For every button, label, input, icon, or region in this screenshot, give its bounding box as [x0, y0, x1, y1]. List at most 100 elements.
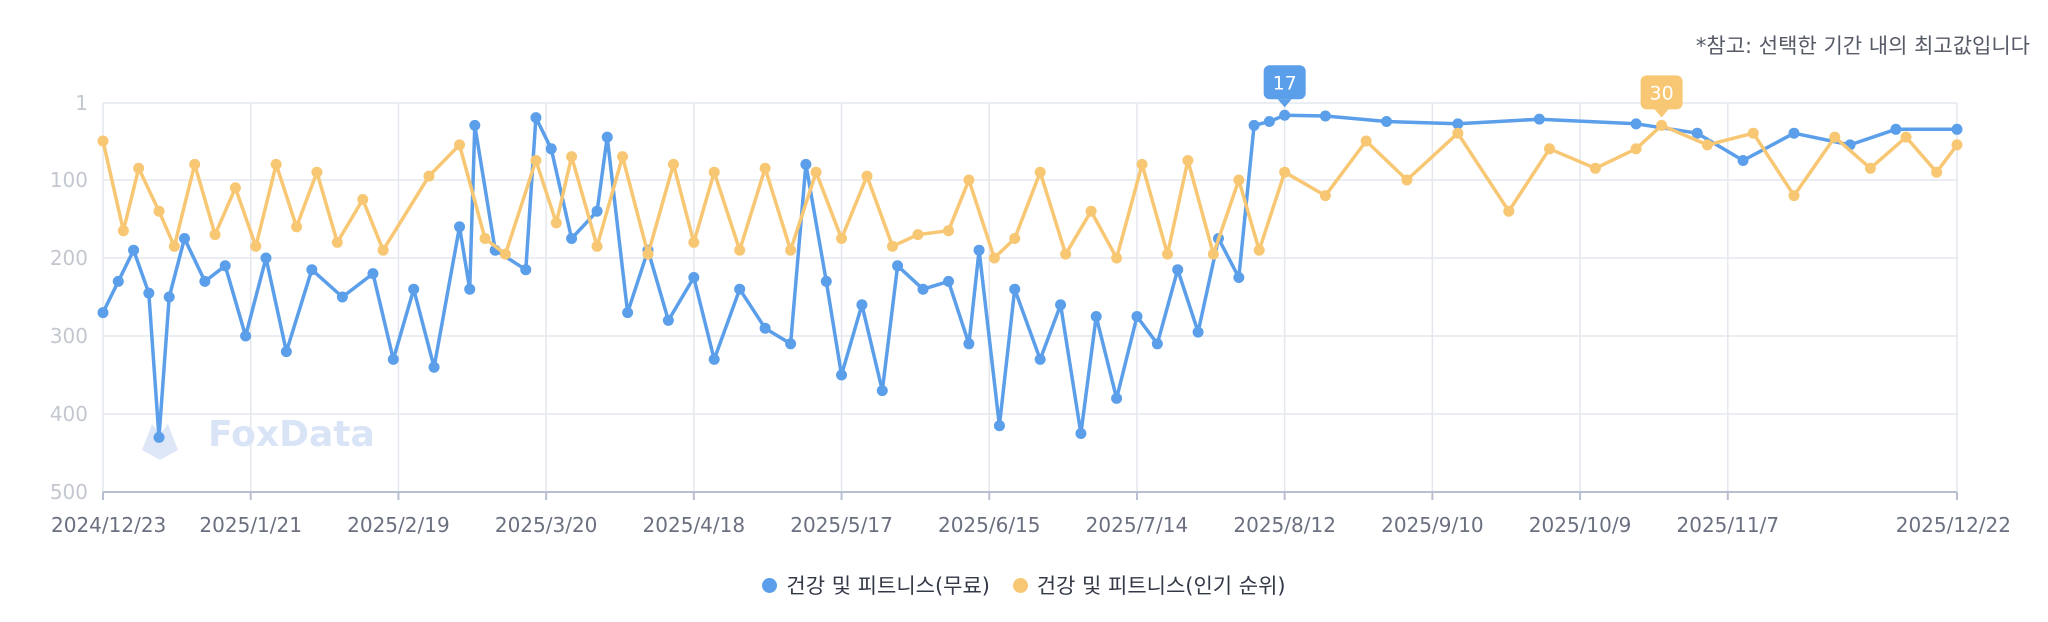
point-free[interactable]: [836, 369, 848, 381]
point-popular[interactable]: [153, 205, 165, 217]
point-free[interactable]: [306, 264, 318, 276]
legend-item-free[interactable]: 건강 및 피트니스(무료): [762, 570, 990, 600]
point-popular[interactable]: [836, 233, 848, 244]
point-popular[interactable]: [988, 252, 1000, 264]
point-free[interactable]: [153, 431, 165, 443]
point-free[interactable]: [1890, 123, 1902, 135]
point-free[interactable]: [759, 322, 771, 334]
point-popular[interactable]: [667, 158, 679, 170]
point-popular[interactable]: [1034, 166, 1046, 178]
point-popular[interactable]: [1630, 143, 1642, 155]
point-popular[interactable]: [1701, 139, 1713, 151]
point-free[interactable]: [1737, 155, 1749, 166]
point-free[interactable]: [993, 420, 1005, 432]
point-popular[interactable]: [1319, 190, 1331, 202]
point-popular[interactable]: [1656, 119, 1668, 131]
point-popular[interactable]: [189, 158, 201, 170]
point-free[interactable]: [943, 275, 955, 287]
point-popular[interactable]: [1589, 162, 1601, 174]
point-free[interactable]: [1319, 110, 1331, 122]
point-popular[interactable]: [229, 182, 241, 194]
point-free[interactable]: [1381, 116, 1393, 127]
point-free[interactable]: [1055, 299, 1067, 311]
point-free[interactable]: [469, 119, 481, 131]
point-popular[interactable]: [1253, 244, 1265, 256]
point-free[interactable]: [260, 252, 272, 264]
point-popular[interactable]: [912, 229, 924, 241]
point-popular[interactable]: [1401, 174, 1413, 186]
point-free[interactable]: [1151, 338, 1163, 350]
point-popular[interactable]: [785, 244, 797, 256]
point-free[interactable]: [876, 385, 888, 397]
point-popular[interactable]: [1279, 166, 1291, 178]
point-free[interactable]: [622, 307, 634, 319]
series-line-free[interactable]: [101, 113, 1959, 440]
point-free[interactable]: [1075, 428, 1087, 439]
point-popular[interactable]: [479, 233, 491, 244]
point-popular[interactable]: [1162, 248, 1174, 260]
point-popular[interactable]: [1452, 127, 1464, 139]
point-popular[interactable]: [642, 248, 654, 260]
point-popular[interactable]: [117, 225, 129, 237]
point-free[interactable]: [530, 112, 542, 124]
point-popular[interactable]: [168, 240, 180, 252]
point-free[interactable]: [1533, 113, 1545, 125]
point-free[interactable]: [1090, 311, 1102, 322]
point-free[interactable]: [428, 361, 440, 373]
point-popular[interactable]: [1060, 248, 1072, 260]
point-free[interactable]: [163, 291, 175, 303]
point-free[interactable]: [1263, 116, 1275, 127]
point-free[interactable]: [1009, 283, 1021, 295]
point-popular[interactable]: [1788, 190, 1800, 202]
point-free[interactable]: [601, 131, 613, 143]
point-popular[interactable]: [566, 151, 578, 163]
point-popular[interactable]: [377, 244, 389, 256]
point-free[interactable]: [1452, 118, 1464, 130]
point-popular[interactable]: [209, 229, 221, 241]
point-popular[interactable]: [311, 166, 323, 178]
point-popular[interactable]: [454, 139, 466, 151]
series-line-popular[interactable]: [101, 123, 1959, 260]
point-popular[interactable]: [133, 162, 145, 174]
point-free[interactable]: [128, 244, 140, 256]
point-free[interactable]: [1691, 127, 1703, 139]
point-free[interactable]: [708, 353, 720, 365]
point-free[interactable]: [662, 314, 674, 326]
point-popular[interactable]: [1747, 127, 1759, 139]
point-free[interactable]: [280, 346, 292, 358]
point-popular[interactable]: [759, 162, 771, 174]
point-popular[interactable]: [1503, 205, 1515, 217]
point-popular[interactable]: [270, 158, 282, 170]
point-free[interactable]: [856, 299, 868, 311]
point-free[interactable]: [1630, 118, 1642, 130]
point-popular[interactable]: [291, 221, 303, 233]
point-popular[interactable]: [1182, 155, 1194, 166]
point-popular[interactable]: [1360, 135, 1372, 147]
point-popular[interactable]: [499, 248, 511, 260]
point-popular[interactable]: [1864, 162, 1876, 174]
point-popular[interactable]: [1136, 158, 1148, 170]
point-free[interactable]: [800, 158, 812, 170]
point-free[interactable]: [1172, 264, 1184, 276]
point-free[interactable]: [408, 283, 420, 295]
point-popular[interactable]: [97, 135, 109, 147]
point-free[interactable]: [454, 221, 466, 233]
point-free[interactable]: [336, 291, 348, 303]
point-free[interactable]: [892, 260, 904, 272]
point-popular[interactable]: [1544, 143, 1556, 155]
point-free[interactable]: [112, 275, 124, 287]
point-popular[interactable]: [734, 244, 746, 256]
point-free[interactable]: [1279, 109, 1291, 121]
point-popular[interactable]: [1207, 248, 1219, 260]
point-popular[interactable]: [1111, 252, 1123, 264]
point-free[interactable]: [973, 244, 985, 256]
legend-item-popular[interactable]: 건강 및 피트니스(인기 순위): [1012, 570, 1286, 600]
point-free[interactable]: [1111, 392, 1123, 404]
point-free[interactable]: [1788, 127, 1800, 139]
point-free[interactable]: [387, 353, 399, 365]
point-popular[interactable]: [943, 225, 955, 237]
point-popular[interactable]: [810, 166, 822, 178]
point-popular[interactable]: [357, 194, 369, 205]
point-popular[interactable]: [1931, 166, 1943, 178]
point-popular[interactable]: [708, 166, 720, 178]
